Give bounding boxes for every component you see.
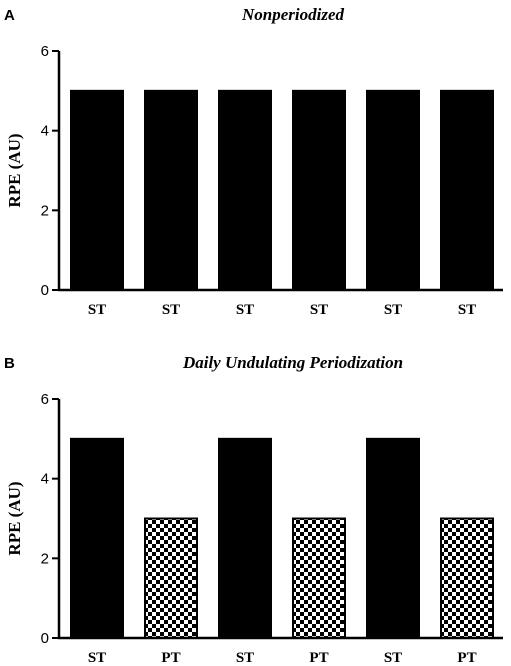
bar: [144, 89, 198, 292]
x-tick-label: ST: [162, 302, 180, 318]
bar: [70, 437, 124, 640]
x-tick-label: ST: [236, 302, 254, 318]
x-tick-label: ST: [88, 650, 106, 666]
y-tick-label: 0: [41, 282, 49, 299]
bar: [218, 437, 272, 640]
bar: [366, 437, 420, 640]
bar: [144, 517, 198, 639]
panel-a: A Nonperiodized ST ST ST ST ST ST 0 2 4 6 RPE (AU): [4, 5, 503, 318]
x-tick-label: ST: [236, 650, 254, 666]
y-tick-label: 4: [41, 123, 49, 140]
x-tick-label: ST: [384, 302, 402, 318]
bar: [218, 89, 272, 292]
bar: [440, 89, 494, 292]
bar: [440, 517, 494, 639]
x-tick-label: PT: [309, 650, 328, 666]
y-tick-label: 2: [41, 550, 49, 567]
chart-title: Daily Undulating Periodization: [182, 353, 403, 372]
x-tick-label: PT: [457, 650, 476, 666]
panel-letter: B: [4, 355, 15, 372]
bar: [292, 517, 346, 639]
y-tick-label: 4: [41, 471, 49, 488]
bar: [366, 89, 420, 292]
panel-letter: A: [4, 7, 15, 24]
x-tick-label: ST: [310, 302, 328, 318]
panel-b: B Daily Undulating Periodization ST PT ST PT S…: [4, 353, 503, 666]
y-tick-label: 6: [41, 43, 49, 60]
y-axis-label: RPE (AU): [5, 481, 24, 555]
y-tick-label: 2: [41, 202, 49, 219]
x-tick-label: PT: [161, 650, 180, 666]
x-tick-label: ST: [384, 650, 402, 666]
chart-title: Nonperiodized: [241, 5, 345, 24]
x-tick-label: ST: [458, 302, 476, 318]
bar: [292, 89, 346, 292]
y-axis-label: RPE (AU): [5, 133, 24, 207]
x-tick-label: ST: [88, 302, 106, 318]
bar: [70, 89, 124, 292]
y-tick-label: 0: [41, 630, 49, 647]
y-tick-label: 6: [41, 391, 49, 408]
